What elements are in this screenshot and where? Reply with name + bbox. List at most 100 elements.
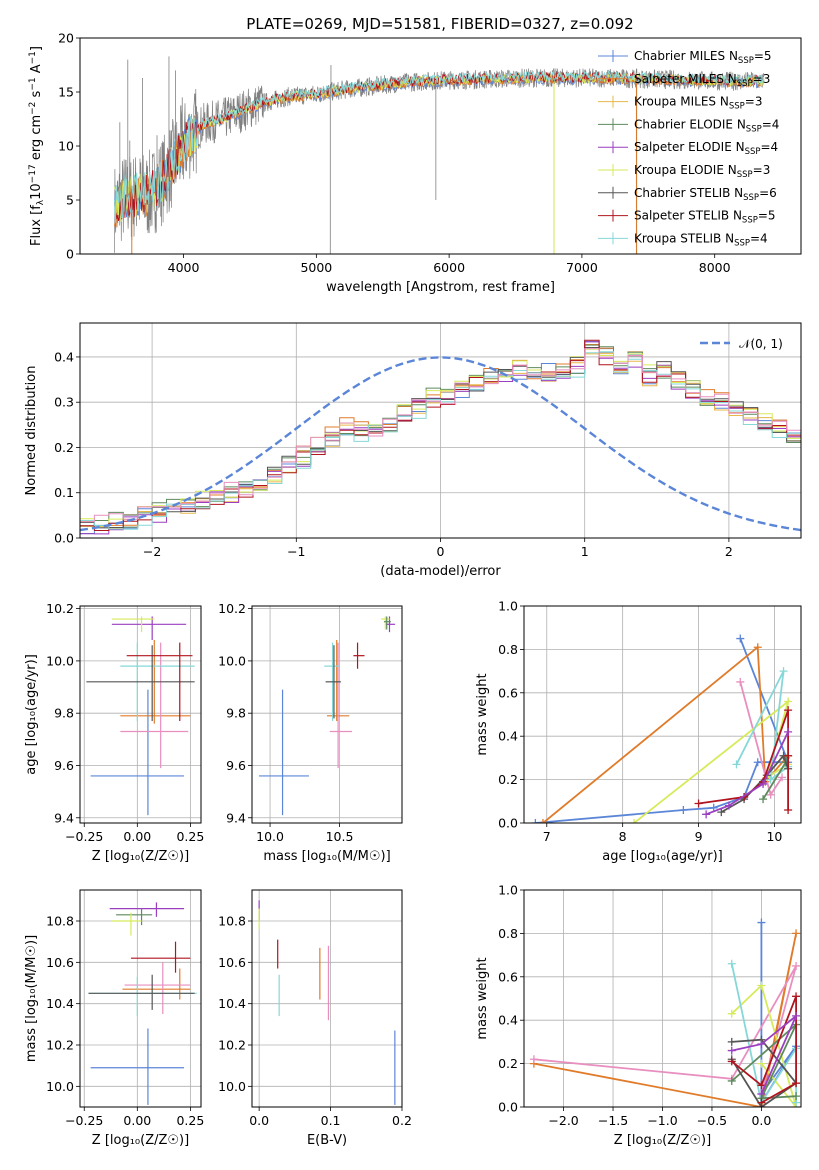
y-axis-label: mass [log₁₀(M/M☉)] <box>24 935 39 1062</box>
errorbar-point <box>116 908 153 926</box>
y-tick-label: 0.8 <box>498 642 518 657</box>
weight-marker <box>757 981 766 990</box>
y-tick-label: 0.4 <box>498 1013 518 1028</box>
y-axis-label: mass weight <box>475 957 490 1039</box>
weight-marker <box>727 1057 736 1066</box>
x-tick-label: −2 <box>143 544 161 559</box>
histogram-pink <box>80 348 801 523</box>
weight-marker <box>753 758 762 767</box>
weight-marker <box>779 667 788 676</box>
y-axis-label: Normed distribution <box>24 366 39 496</box>
weight-marker <box>757 1059 766 1068</box>
x-tick-label: 0.0 <box>751 1113 771 1128</box>
errorbar-point <box>126 642 193 722</box>
y-axis-label: age [log₁₀(age/yr)] <box>24 654 39 775</box>
y-tick-label: 0.4 <box>54 349 74 364</box>
weight-series <box>529 918 801 1107</box>
x-tick-label: 7 <box>543 829 551 844</box>
weight-marker <box>757 1081 766 1090</box>
axes-frame <box>251 605 403 824</box>
axes-frame <box>523 605 802 824</box>
axes-frame <box>79 605 202 824</box>
histogram-chabrier_elodie <box>80 344 801 528</box>
errorbar-point <box>122 968 191 1000</box>
x-axis-label: Z [log₁₀(Z/Z☉)] <box>92 1133 189 1148</box>
errorbar-point <box>329 642 352 769</box>
weight-marker <box>792 1092 801 1101</box>
x-tick-label: 5000 <box>300 260 332 275</box>
weight-line-kroupa_elodie <box>731 983 797 1107</box>
weight-marker <box>784 727 793 736</box>
y-tick-label: 0.0 <box>498 1100 518 1115</box>
x-tick-label: 0.1 <box>321 1113 341 1128</box>
weight-marker <box>759 795 768 804</box>
weight-marker <box>724 801 733 810</box>
x-tick-label: 6000 <box>433 260 465 275</box>
errorbar-point <box>258 689 309 816</box>
weight-marker <box>727 959 736 968</box>
x-tick-label: 10.5 <box>326 829 354 844</box>
weight-marker <box>736 634 745 643</box>
weight-marker <box>727 1037 736 1046</box>
y-tick-label: 10.0 <box>218 1079 246 1094</box>
weight-marker <box>757 1040 766 1049</box>
histogram-chabrier_stelib <box>80 347 801 529</box>
y-tick-label: 10.2 <box>46 1038 74 1053</box>
weight-marker <box>732 760 741 769</box>
y-axis-label: mass weight <box>475 673 490 755</box>
x-tick-label: 0.25 <box>176 1113 204 1128</box>
weight-marker <box>784 751 793 760</box>
x-tick-label: 0.00 <box>123 1113 151 1128</box>
x-tick-label: 10.0 <box>256 829 284 844</box>
weight-marker <box>792 1011 801 1020</box>
weight-marker <box>778 773 787 782</box>
weight-marker <box>766 775 775 784</box>
axes-frame <box>79 889 202 1108</box>
x-tick-label: 8000 <box>699 260 731 275</box>
weight-marker <box>694 799 703 808</box>
y-tick-label: 0.0 <box>54 531 74 546</box>
chart-mass-vs-ebv: 0.0 0.1 0.2 10.0 10.2 10.4 10.6 10.8 E(B-V) <box>218 889 412 1148</box>
legend-label: Kroupa ELODIE NSSP=3 <box>634 163 770 180</box>
x-axis-label: (data-model)/error <box>380 564 501 579</box>
x-tick-label: 8 <box>619 829 627 844</box>
y-tick-label: 1.0 <box>498 883 518 898</box>
legend-label: Salpeter MILES NSSP=3 <box>634 72 770 89</box>
weight-marker <box>702 810 711 819</box>
y-tick-label: 9.8 <box>226 706 246 721</box>
y-tick-label: 0.8 <box>498 926 518 941</box>
errorbar-point <box>130 941 191 973</box>
chart-age-vs-Z: −0.25 0.00 0.25 9.4 9.6 9.8 10.0 10.2 Z [log₁₀(Z… <box>24 601 204 864</box>
axes-frame <box>79 322 802 539</box>
weight-marker <box>757 918 766 927</box>
x-tick-label: 2 <box>725 544 733 559</box>
spectrum-traces <box>114 56 765 254</box>
x-axis-label: Z [log₁₀(Z/Z☉)] <box>92 849 189 864</box>
y-tick-label: 0.2 <box>54 440 74 455</box>
x-tick-label: −0.25 <box>65 1113 103 1128</box>
errorbar-point <box>111 616 187 640</box>
legend-label: Salpeter ELODIE NSSP=4 <box>634 140 778 157</box>
errorbar-point <box>124 962 191 1014</box>
legend-label: Kroupa MILES NSSP=3 <box>634 95 762 112</box>
y-tick-label: 9.6 <box>54 758 74 773</box>
weight-marker <box>679 805 688 814</box>
x-axis-label: wavelength [Angstrom, rest frame] <box>326 280 555 295</box>
axes-frame <box>523 889 802 1108</box>
errorbar-point <box>88 976 197 1017</box>
y-tick-label: 0.2 <box>498 772 518 787</box>
x-tick-label: 10 <box>766 829 782 844</box>
weight-marker <box>727 1046 736 1055</box>
x-tick-label: 7000 <box>566 260 598 275</box>
y-tick-label: 10.6 <box>218 955 246 970</box>
weight-marker <box>538 819 547 823</box>
chart-age-vs-mass: 10.0 10.5 9.4 9.6 9.8 10.0 10.2 mass [log₁₀(M/M… <box>218 601 403 864</box>
errorbar-point <box>325 645 341 719</box>
weight-marker <box>784 805 793 814</box>
weight-marker <box>753 643 762 652</box>
x-axis-label: age [log₁₀(age/yr)] <box>602 849 723 864</box>
weight-marker <box>784 697 793 706</box>
y-tick-label: 5 <box>66 193 74 208</box>
y-tick-label: 10.4 <box>46 996 74 1011</box>
